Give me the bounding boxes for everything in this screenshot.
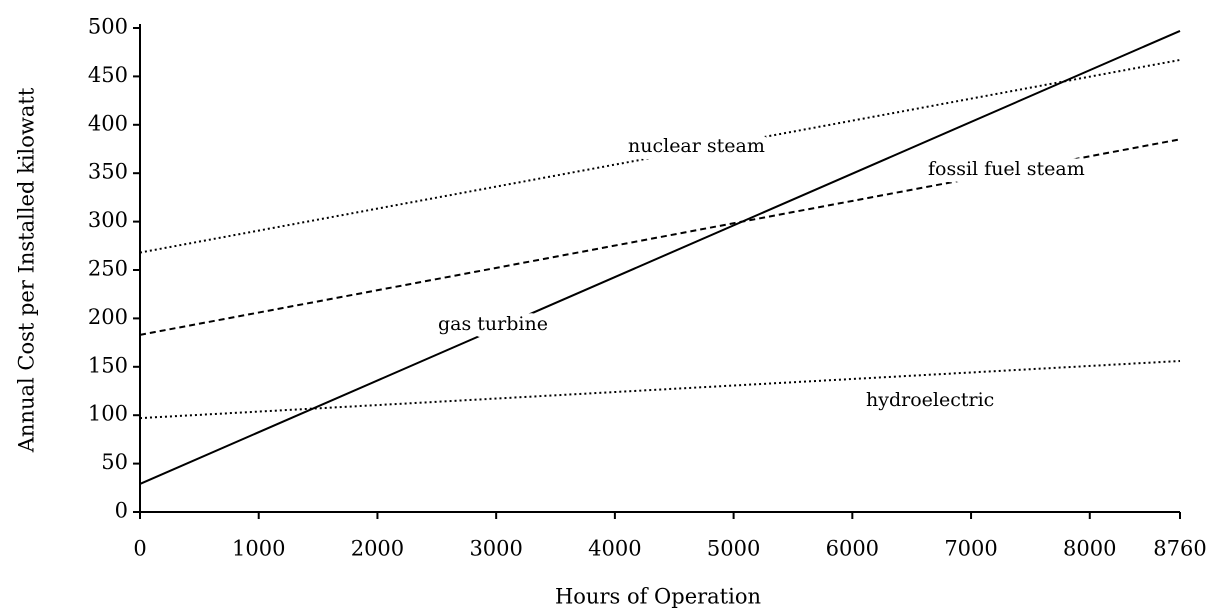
y-tick-label: 250: [88, 257, 128, 281]
x-tick-label: 2000: [351, 537, 404, 561]
series-label: fossil fuel steam: [928, 158, 1085, 180]
y-tick-label: 100: [88, 402, 128, 426]
x-tick-label: 0: [133, 537, 146, 561]
y-tick-label: 450: [88, 63, 128, 87]
x-tick-label: 3000: [469, 537, 522, 561]
series-line: [139, 29, 1181, 485]
series-line: [139, 359, 1181, 420]
x-tick-label: 6000: [826, 537, 879, 561]
x-tick-label: 8000: [1063, 537, 1116, 561]
series-label: hydroelectric: [866, 389, 994, 411]
series-line: [139, 138, 1181, 336]
x-tick-label: 4000: [588, 537, 641, 561]
y-tick-label: 50: [101, 450, 128, 474]
y-tick-label: 500: [88, 15, 128, 39]
x-tick-label: 5000: [707, 537, 760, 561]
series-line: [139, 58, 1181, 254]
x-tick-label: 1000: [232, 537, 285, 561]
y-axis-title: Annual Cost per Installed kilowatt: [15, 87, 39, 453]
y-tick-label: 0: [115, 499, 128, 523]
y-tick-label: 350: [88, 160, 128, 184]
y-tick-label: 200: [88, 305, 128, 329]
x-tick-label: 7000: [944, 537, 997, 561]
y-tick-label: 300: [88, 208, 128, 232]
series-label: nuclear steam: [628, 135, 765, 157]
series-label: gas turbine: [438, 313, 548, 335]
y-tick-label: 400: [88, 111, 128, 135]
x-axis-title: Hours of Operation: [555, 585, 761, 609]
x-tick-label: 8760: [1153, 537, 1206, 561]
y-tick-label: 150: [88, 353, 128, 377]
